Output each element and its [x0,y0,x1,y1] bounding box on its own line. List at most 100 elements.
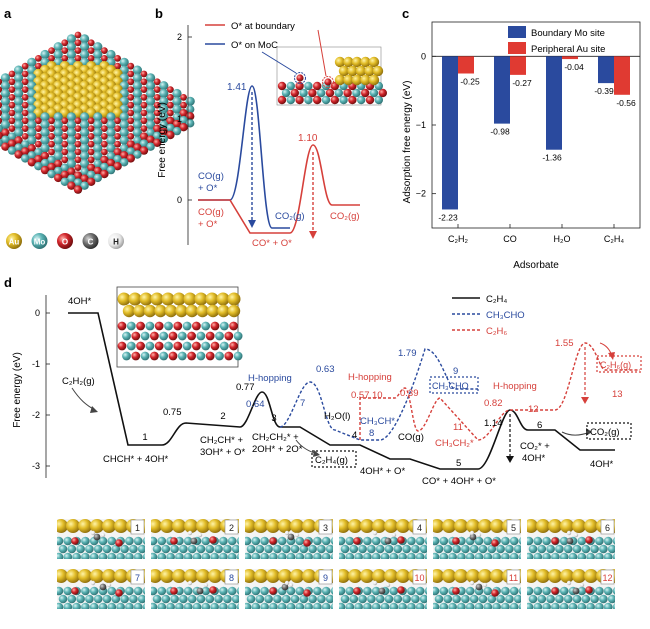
atom-legend-label: C [88,238,94,247]
mo-atom [80,42,90,52]
mo-atom [210,552,219,559]
mo-atom [201,321,211,331]
mo-atom [146,142,155,151]
chart-legend-swatch [508,26,526,38]
mo-atom [603,602,613,609]
d-n7: 7 [300,398,305,409]
mo-atom [374,95,383,105]
mo-atom [599,544,608,554]
h-atom [372,580,378,586]
mo-atom [27,120,37,130]
au-atom [102,569,116,583]
d-n11: 11 [453,422,463,433]
mo-atom [457,536,466,546]
c-atom [281,583,289,591]
mo-atom [152,544,162,554]
au-atom [57,519,68,533]
o-atom [140,78,148,86]
o-atom [167,94,174,101]
mo-atom [164,321,173,331]
blue-co2-label: CO₂(g) [275,211,305,222]
h-atom [391,532,397,538]
mo-atom [439,602,449,609]
mo-atom [53,127,63,138]
h-atom [90,580,96,586]
mo-atom [166,602,175,609]
mo-atom [40,143,50,153]
d-ch2ch-2: 3OH* + O* [200,447,245,458]
mo-atom [125,552,134,559]
mo-atom [76,594,85,604]
mo-atom [465,586,475,596]
o-atom [187,331,197,341]
mo-atom [304,602,313,609]
mo-atom [407,552,416,559]
mo-atom [542,602,551,609]
o-atom [277,81,287,91]
thumbnail-label: 12 [602,573,612,583]
mo-atom [546,594,555,604]
mo-atom [277,552,287,559]
mo-atom [125,602,134,609]
thumbnail-structure: 10 [339,569,427,609]
mo-atom [434,544,444,554]
mo-atom [501,552,510,559]
o-atom [187,351,197,361]
o-atom [126,140,135,149]
mo-atom [260,586,269,596]
o-atom [21,133,29,140]
d-co2-2: 4OH* [522,453,546,464]
au-atom [442,519,456,533]
mo-atom [424,587,427,595]
au-atom [66,519,80,533]
mo-atom [452,544,461,554]
thumbnail-structure: 5 [433,519,521,559]
o-atom [153,94,161,101]
o-atom [224,351,234,361]
mo-atom [330,587,333,595]
h-atom [284,580,290,586]
bar-boundary-mo [494,56,510,124]
au-atom [396,569,410,583]
o-atom [365,95,375,105]
panel-b-energy-diagram: 2 1 0 Free energy (eV) O* at boundary O*… [157,21,387,249]
o-atom [47,162,56,172]
au-atom [151,519,162,533]
o-atom [167,109,174,117]
mo-atom [354,602,363,609]
thumbnail-structure: 12 [527,569,615,609]
d-n9: 9 [453,366,458,377]
mo-atom [93,112,103,122]
au-atom [254,519,268,533]
mo-atom [398,602,407,609]
mo-atom [439,552,449,559]
mo-atom [57,602,64,609]
mo-atom [295,602,305,609]
mo-atom [586,602,595,609]
o-atom [101,47,108,54]
o-atom [80,174,89,183]
mo-atom [563,594,573,604]
mo-atom [518,587,521,595]
o-atom [74,133,82,140]
o-atom [585,586,593,594]
o-atom [21,125,29,132]
o-atom [168,331,178,341]
au-atom [454,569,468,583]
mo-atom [80,151,90,161]
mo-atom [269,602,278,609]
mo-atom [281,88,291,98]
o-atom [192,321,201,331]
o-atom [210,321,220,331]
au-atom [172,292,186,306]
thumbnail-label: 7 [135,573,140,583]
o-atom [61,140,69,148]
o-atom [74,39,82,47]
o-legend-atom [57,233,73,249]
mo-atom [518,553,521,559]
o-atom [117,341,127,351]
mo-atom [304,81,313,91]
mo-atom [424,553,427,559]
au-atom [139,292,153,306]
au-atom [466,569,480,583]
